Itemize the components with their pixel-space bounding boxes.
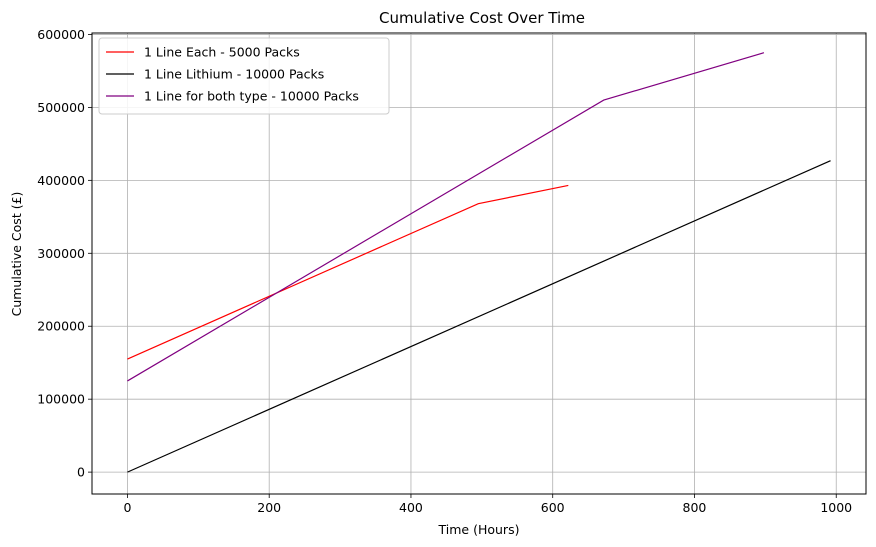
x-tick-label: 600 — [541, 500, 565, 515]
x-axis-label: Time (Hours) — [438, 522, 520, 537]
y-tick-label: 600000 — [37, 27, 85, 42]
y-tick-label: 200000 — [37, 319, 85, 334]
axis-ticks: 0 200 400 600 800 1000 0 100000 200000 300000 4000… — [37, 27, 852, 515]
y-tick-label: 0 — [77, 465, 85, 480]
x-tick-label: 1000 — [820, 500, 852, 515]
x-tick-label: 200 — [257, 500, 281, 515]
y-tick-label: 100000 — [37, 392, 85, 407]
legend-label: 1 Line Lithium - 10000 Packs — [144, 67, 324, 82]
legend-box — [98, 37, 390, 115]
legend-label: 1 Line Each - 5000 Packs — [144, 45, 300, 60]
y-tick-label: 500000 — [37, 100, 85, 115]
plot-frame — [91, 32, 867, 495]
x-tick-label: 0 — [123, 500, 131, 515]
x-tick-label: 800 — [683, 500, 707, 515]
legend: 1 Line Each - 5000 Packs 1 Line Lithium -… — [98, 37, 390, 115]
x-tick-label: 400 — [399, 500, 423, 515]
series-line-2 — [127, 160, 831, 473]
series-line-3 — [127, 52, 765, 382]
series-lines — [127, 52, 831, 473]
y-axis-label: Cumulative Cost (£) — [9, 192, 24, 317]
y-tick-label: 300000 — [37, 246, 85, 261]
y-tick-label: 400000 — [37, 173, 85, 188]
series-line-1 — [127, 184, 569, 360]
legend-label: 1 Line for both type - 10000 Packs — [144, 89, 359, 104]
chart-title: Cumulative Cost Over Time — [379, 9, 585, 27]
